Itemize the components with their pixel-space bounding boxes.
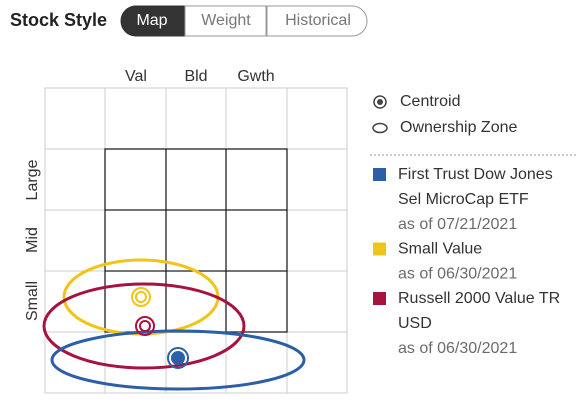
legend-name: Small Value [398,241,482,258]
centroids [131,287,189,369]
tabs: Map Weight Historical [120,5,368,37]
legend-swatch [373,292,386,305]
legend-name: First Trust Dow Jones [398,166,553,183]
legend-swatch [373,168,386,181]
legend: Centroid Ownership Zone First Trust Dow … [370,93,576,357]
ownership-zone [50,329,306,391]
centroid-inner [135,291,147,303]
column-label: Gwth [237,68,274,85]
centroid-ring [131,287,151,307]
tab-historical-bg[interactable] [266,5,368,37]
legend-date: as of 07/21/2021 [398,216,517,233]
legend-items: First Trust Dow Jones Sel MicroCap ETF as … [373,166,560,357]
legend-date: as of 06/30/2021 [398,340,517,357]
column-label: Bld [184,68,207,85]
column-label: Val [125,68,147,85]
row-label: Small [24,281,41,321]
centroid-icon [373,95,387,109]
legend-symbol: Centroid [400,93,460,110]
legend-swatch [373,242,386,256]
centroid-dot [171,351,185,365]
legend-date: as of 06/30/2021 [398,266,517,283]
ownership-zone [42,282,246,370]
centroid-ring [135,316,155,336]
legend-name: Sel MicroCap ETF [398,191,529,208]
row-label: Mid [24,227,41,253]
tab-map[interactable]: Map [136,12,167,29]
zones [42,258,306,391]
legend-name: Russell 2000 Value TR [398,290,560,307]
title: Stock Style [10,10,107,30]
tab-historical[interactable]: Historical [285,12,351,29]
tab-map-bg[interactable] [120,5,185,37]
zone-icon [372,122,388,134]
centroid-ring [167,347,189,369]
legend-name: USD [398,315,432,332]
row-label: Large [24,159,41,200]
outer-grid [44,87,348,394]
tab-weight-bg[interactable] [184,5,267,37]
legend-symbol: Ownership Zone [400,119,517,136]
tab-weight[interactable]: Weight [201,12,251,29]
style-box [104,148,288,333]
centroid-inner [139,320,151,332]
centroid-icon-dot [377,99,383,105]
